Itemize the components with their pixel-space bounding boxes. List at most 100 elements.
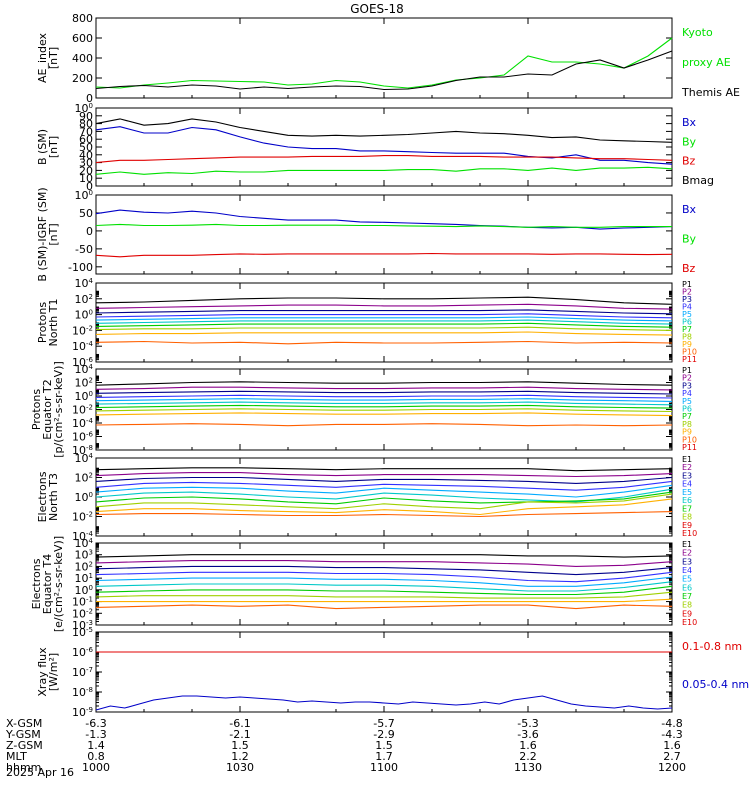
legend-label: P11 — [682, 443, 697, 452]
y-tick-label: 50 — [79, 141, 93, 154]
legend-label: Bz — [682, 262, 696, 275]
legend-label: P10 — [682, 435, 697, 444]
series-line-e3 — [95, 476, 673, 484]
legend-label: Themis AE — [681, 86, 740, 99]
series-line-p8 — [95, 326, 673, 331]
series-line-p10 — [95, 340, 673, 345]
y-tick-label: 104 — [75, 277, 94, 290]
legend-label: P8 — [682, 420, 692, 429]
y-tick-label: 20 — [79, 164, 93, 177]
series-line-e6 — [95, 581, 673, 592]
y-tick-label: 600 — [72, 32, 93, 45]
y-tick-label: 10-9 — [72, 706, 93, 719]
x-axis-value: -5.3 — [517, 717, 538, 730]
series-line-p5 — [95, 398, 673, 402]
y-tick-label: 100 — [75, 102, 93, 115]
legend-label: E7 — [682, 504, 692, 513]
legend-label: P9 — [682, 428, 692, 437]
y-tick-label: 100 — [75, 189, 93, 202]
series-line-bz — [95, 155, 673, 164]
series-line-p9 — [95, 331, 673, 336]
x-axis-value: 1.7 — [375, 750, 393, 763]
series-line-by — [95, 223, 672, 228]
x-axis-value: 1.4 — [87, 739, 105, 752]
panel-frame — [95, 194, 673, 275]
date-label: 2025 Apr 16 — [6, 766, 74, 779]
x-axis-value: 1030 — [226, 761, 254, 774]
y-tick-label: 102 — [75, 377, 93, 390]
y-tick-label: 102 — [75, 293, 93, 306]
legend-label: E2 — [682, 549, 692, 558]
legend-label: E8 — [682, 601, 692, 610]
legend-label: E10 — [682, 529, 697, 538]
series-group — [95, 381, 673, 427]
legend-label: E4 — [682, 480, 692, 489]
y-tick-label: 30 — [79, 157, 93, 170]
legend-label: Bx — [682, 203, 697, 216]
legend-label: 0.1-0.8 nm — [682, 640, 742, 653]
legend-label: E6 — [682, 496, 692, 505]
x-axis-value: 1200 — [658, 761, 686, 774]
series-line-e10 — [95, 604, 673, 610]
series-line-p8 — [95, 408, 673, 413]
legend-label: P6 — [682, 318, 692, 327]
legend-label: P4 — [682, 389, 692, 398]
x-axis-value: 1.2 — [231, 750, 249, 763]
x-axis-value: -5.7 — [373, 717, 394, 730]
x-axis-row-label: Y-GSM — [5, 728, 41, 741]
panel-frame — [95, 107, 673, 187]
y-tick-label: 10-3 — [72, 619, 93, 632]
x-axis-value: 1.5 — [231, 739, 249, 752]
legend-label: E10 — [682, 618, 697, 627]
series-line-e8 — [95, 493, 673, 510]
x-axis-row-label: hhmm — [6, 761, 41, 774]
y-tick-label: 90 — [79, 110, 93, 123]
y-tick-label: 100 — [75, 584, 93, 597]
series-line-e8 — [95, 591, 673, 599]
y-axis-label: B (SM)-IGRF (SM)[nT] — [36, 187, 60, 281]
plot-title: GOES-18 — [350, 2, 404, 16]
legend-label: E1 — [682, 540, 692, 549]
y-tick-label: 104 — [75, 363, 94, 376]
series-line-p4 — [95, 313, 673, 319]
series-line-e2 — [95, 560, 673, 567]
legend-label: By — [682, 233, 697, 246]
series-line-p6 — [95, 319, 673, 325]
legend: Bx By Bz Bmag — [682, 116, 714, 187]
series-line-e7 — [95, 585, 673, 596]
y-tick-label: 10-2 — [72, 607, 93, 620]
series-group — [95, 37, 673, 91]
y-tick-label: 0 — [86, 225, 93, 238]
y-tick-label: 10-6 — [72, 431, 94, 444]
legend-label: P10 — [682, 348, 697, 357]
y-axis-label: ProtonsNorth T1 — [36, 299, 60, 347]
y-tick-label: 10-8 — [72, 444, 93, 457]
legend-label: E9 — [682, 521, 692, 530]
y-tick-label: 10-6 — [72, 646, 94, 659]
x-axis-row-label: MLT — [6, 750, 27, 763]
legend-label: E3 — [682, 471, 692, 480]
legend-label: E7 — [682, 592, 692, 601]
series-line-p10 — [95, 423, 673, 427]
y-tick-label: 104 — [75, 537, 94, 550]
series-line-e4 — [95, 571, 673, 583]
series-group — [95, 296, 673, 345]
y-tick-label: -50 — [75, 243, 93, 256]
legend-label: E5 — [682, 488, 692, 497]
y-tick-label: 100 — [75, 309, 93, 322]
series-line-p7 — [95, 322, 673, 328]
y-tick-label: 10-4 — [72, 340, 94, 353]
x-axis-value: -4.3 — [661, 728, 682, 741]
y-tick-label: 10-7 — [72, 666, 93, 679]
x-axis-value: -1.3 — [85, 728, 106, 741]
series-line-e5 — [95, 576, 673, 587]
y-tick-label: 103 — [75, 549, 93, 562]
y-axis-label: B (SM)[nT] — [36, 129, 60, 165]
y-tick-label: 200 — [72, 72, 93, 85]
legend-label: P2 — [682, 288, 692, 297]
y-tick-label: 80 — [79, 118, 93, 131]
